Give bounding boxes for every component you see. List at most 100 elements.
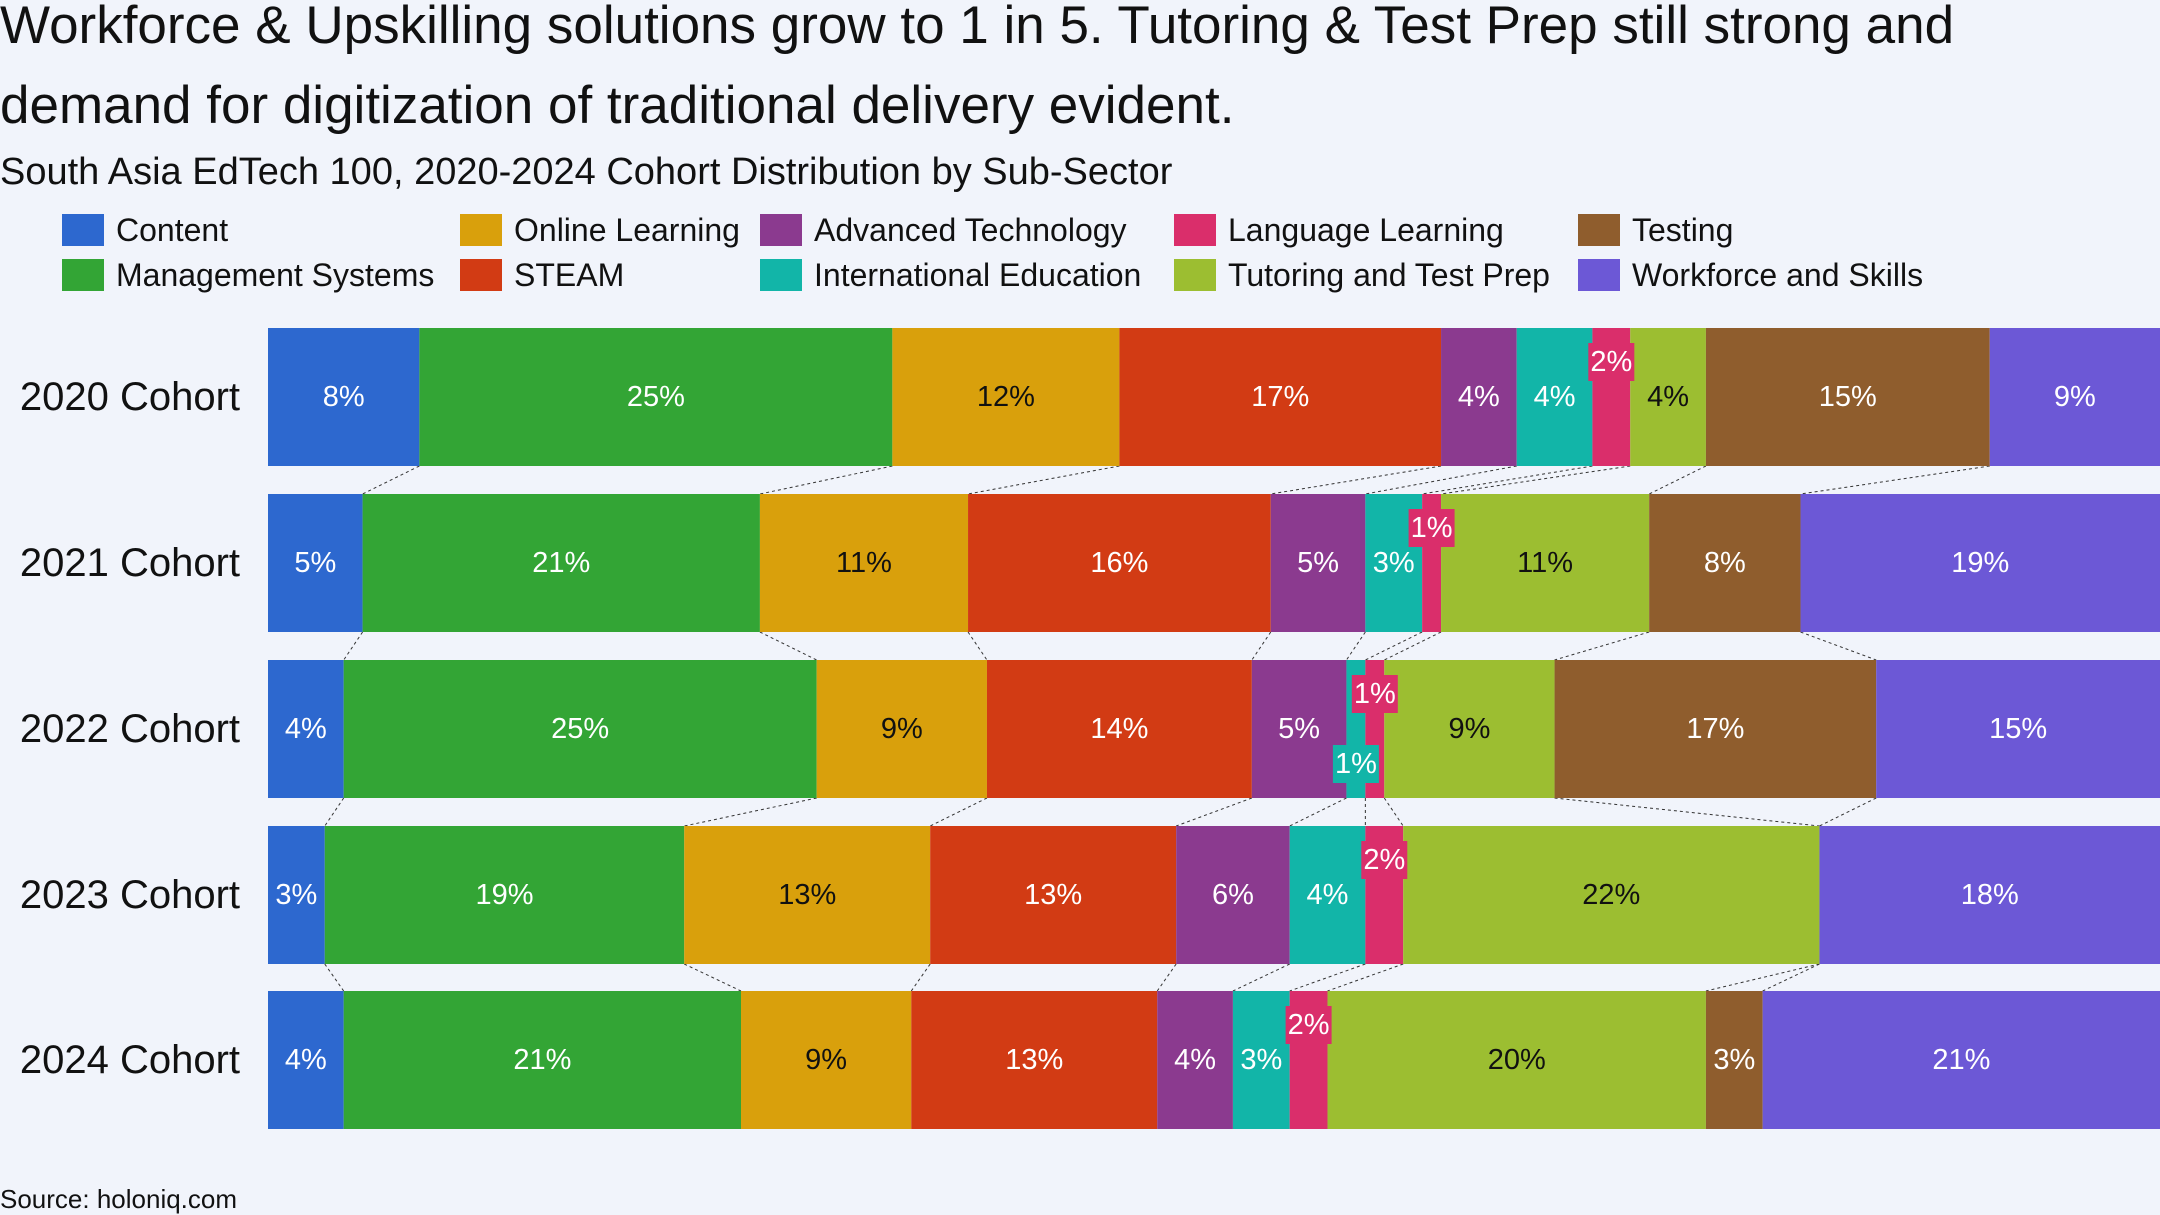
connector-line — [684, 797, 817, 827]
data-label: 19% — [475, 879, 533, 911]
legend-item: Content — [62, 210, 228, 250]
legend-label: Content — [116, 211, 229, 248]
chart-subtitle: South Asia EdTech 100, 2020-2024 Cohort … — [0, 151, 1173, 193]
data-label: 9% — [2054, 381, 2096, 413]
data-label-tag — [1351, 675, 1398, 713]
connector-line — [1800, 465, 1990, 495]
bar-segment — [419, 328, 893, 466]
data-label: 21% — [1932, 1044, 1990, 1076]
connector-line — [1251, 631, 1272, 661]
bar-segment — [684, 826, 931, 964]
legend-swatch — [1174, 259, 1216, 291]
data-label: 3% — [275, 879, 317, 911]
legend-label: Testing — [1632, 211, 1734, 248]
bar-segment — [1384, 660, 1555, 798]
connector-line — [1327, 963, 1404, 992]
data-label: 25% — [551, 713, 609, 745]
legend-item: Management Systems — [62, 255, 434, 295]
bar-segment — [816, 660, 987, 798]
connector-line — [1422, 465, 1593, 495]
bar-segment — [986, 660, 1252, 798]
bar-segment — [1403, 826, 1820, 964]
bar-segment — [1989, 328, 2160, 466]
data-label: 4% — [1307, 879, 1349, 911]
connector-line — [1175, 797, 1253, 827]
connector-line — [1554, 631, 1650, 661]
legend-swatch — [1174, 214, 1216, 246]
connector-line — [910, 963, 931, 992]
bar-segment — [268, 826, 325, 964]
connector-line — [1800, 631, 1877, 661]
data-label: 13% — [778, 879, 836, 911]
connector-line — [759, 465, 893, 495]
data-label: 17% — [1686, 713, 1744, 745]
data-label: 20% — [1488, 1044, 1546, 1076]
connector-line — [1365, 631, 1423, 661]
bar-segment — [268, 660, 344, 798]
data-label: 1% — [1354, 678, 1396, 710]
data-label: 2% — [1363, 844, 1405, 876]
legend-item: Tutoring and Test Prep — [1174, 255, 1550, 295]
cohort-bar — [268, 494, 2160, 632]
legend-item: Advanced Technology — [760, 210, 1127, 250]
connector-line — [1648, 465, 1707, 495]
data-label: 8% — [1704, 547, 1746, 579]
source-note: Source: holoniq.com — [0, 1184, 238, 1214]
bar-segment — [1649, 494, 1801, 632]
data-label: 5% — [1297, 547, 1339, 579]
legend-label: Language Learning — [1228, 211, 1504, 248]
data-labels: 8% 25% 12% 17% 4% 4%2%4% 15% 9%5% 21% 11% 16% 5% 3%1… — [275, 343, 2096, 1076]
connector-line — [1705, 963, 1820, 992]
data-label: 2% — [1288, 1009, 1330, 1041]
bar-segment — [892, 328, 1120, 466]
bar-segment — [1876, 660, 2160, 798]
bar-segment — [1441, 494, 1650, 632]
bar-segment — [1800, 494, 2160, 632]
legend-swatch — [460, 259, 502, 291]
legend-label: Online Learning — [514, 211, 740, 248]
data-label: 11% — [836, 547, 892, 579]
legend-label: STEAM — [514, 256, 625, 293]
chart-title: Workforce & Upskilling solutions grow to… — [0, 0, 1955, 135]
legend-swatch — [62, 214, 104, 246]
legend-label: Management Systems — [116, 256, 435, 293]
data-label: 9% — [805, 1044, 847, 1076]
data-label-tag — [1285, 1006, 1332, 1044]
data-label-tag — [1408, 509, 1455, 547]
connector-lines — [324, 465, 1990, 992]
legend-item: International Education — [760, 255, 1141, 295]
bar-segment — [1705, 991, 1763, 1129]
bar-segment — [1705, 328, 1990, 466]
connector-line — [929, 797, 988, 827]
connector-line — [1819, 797, 1877, 827]
data-label-tag — [1332, 745, 1379, 783]
bar-segment — [968, 494, 1271, 632]
connector-line — [1270, 465, 1442, 495]
data-label: 6% — [1212, 879, 1254, 911]
legend-item: Testing — [1578, 210, 1733, 250]
bar-segment — [343, 660, 817, 798]
bar-segment — [741, 991, 912, 1129]
legend-swatch — [460, 214, 502, 246]
cohort-bar — [268, 660, 2160, 798]
legend-swatch — [1578, 214, 1620, 246]
legend-swatch — [62, 259, 104, 291]
bar-segment — [1157, 991, 1233, 1129]
data-label: 3% — [1373, 547, 1415, 579]
bar-segment — [911, 991, 1158, 1129]
connector-line — [1554, 797, 1820, 827]
legend-swatch — [760, 214, 802, 246]
connector-line — [1440, 465, 1631, 495]
connector-line — [967, 631, 988, 661]
data-label: 9% — [881, 713, 923, 745]
bar-segment — [1327, 991, 1706, 1129]
connector-line — [1346, 631, 1366, 661]
cohort-bar — [268, 328, 2160, 466]
data-label: 1% — [1411, 512, 1453, 544]
bar-segment — [930, 826, 1177, 964]
cohort-label: 2021 Cohort — [19, 541, 240, 585]
cohort-label: 2023 Cohort — [19, 873, 240, 917]
data-label: 4% — [1458, 381, 1500, 413]
connector-line — [324, 797, 345, 827]
bar-segment — [268, 328, 420, 466]
